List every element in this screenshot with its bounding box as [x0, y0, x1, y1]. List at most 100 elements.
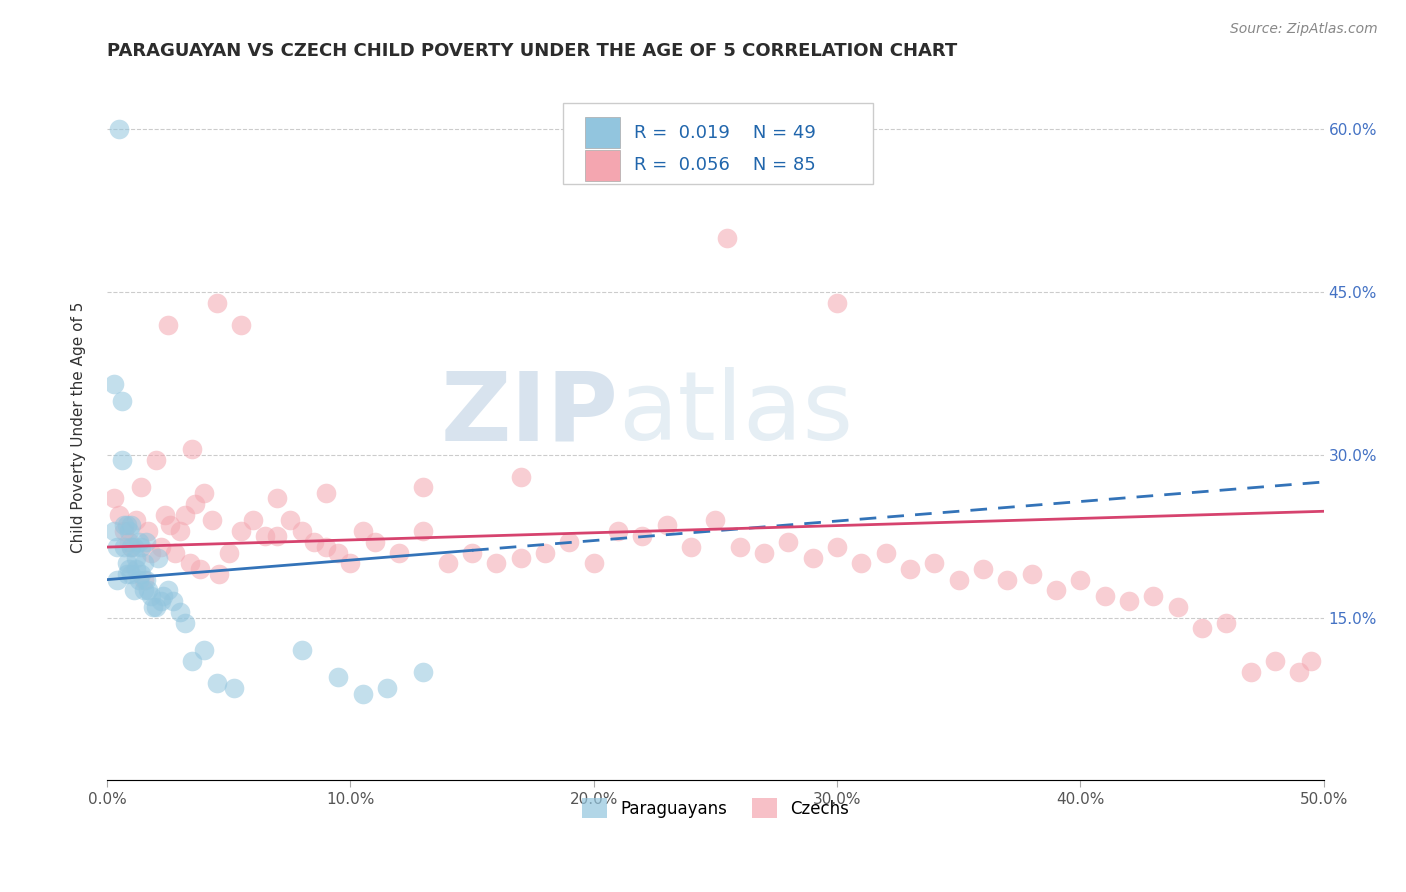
- Y-axis label: Child Poverty Under the Age of 5: Child Poverty Under the Age of 5: [72, 302, 86, 553]
- Text: R =  0.019    N = 49: R = 0.019 N = 49: [634, 124, 815, 142]
- Point: [1094, 589, 1116, 603]
- Point: [315, 486, 337, 500]
- Point: [155, 508, 177, 522]
- Point: [851, 557, 873, 571]
- Point: [162, 594, 184, 608]
- Point: [103, 491, 125, 506]
- Point: [125, 513, 148, 527]
- Text: R =  0.056    N = 85: R = 0.056 N = 85: [634, 156, 815, 175]
- Point: [752, 545, 775, 559]
- Point: [146, 550, 169, 565]
- Text: PARAGUAYAN VS CZECH CHILD POVERTY UNDER THE AGE OF 5 CORRELATION CHART: PARAGUAYAN VS CZECH CHILD POVERTY UNDER …: [107, 42, 957, 60]
- Point: [181, 654, 204, 668]
- Text: ZIP: ZIP: [440, 368, 619, 460]
- Point: [201, 513, 224, 527]
- Point: [229, 524, 252, 538]
- Point: [352, 686, 374, 700]
- Point: [716, 231, 738, 245]
- Point: [122, 583, 145, 598]
- Point: [135, 573, 157, 587]
- Point: [315, 540, 337, 554]
- Point: [1118, 594, 1140, 608]
- Point: [132, 573, 155, 587]
- Point: [375, 681, 398, 695]
- Point: [193, 643, 215, 657]
- Point: [352, 524, 374, 538]
- Point: [607, 524, 630, 538]
- Point: [948, 573, 970, 587]
- Point: [132, 583, 155, 598]
- Point: [1069, 573, 1091, 587]
- Point: [129, 567, 152, 582]
- Point: [169, 605, 191, 619]
- Point: [412, 480, 434, 494]
- FancyBboxPatch shape: [564, 103, 873, 185]
- Point: [205, 296, 228, 310]
- Point: [149, 540, 172, 554]
- Text: Source: ZipAtlas.com: Source: ZipAtlas.com: [1230, 22, 1378, 37]
- Legend: Paraguayans, Czechs: Paraguayans, Czechs: [575, 791, 856, 825]
- Point: [120, 540, 142, 554]
- Point: [218, 545, 240, 559]
- Point: [179, 557, 201, 571]
- Point: [139, 589, 162, 603]
- Point: [461, 545, 484, 559]
- Point: [558, 534, 581, 549]
- Point: [266, 491, 288, 506]
- Point: [728, 540, 751, 554]
- Point: [1021, 567, 1043, 582]
- Point: [132, 557, 155, 571]
- Point: [181, 442, 204, 457]
- Point: [1301, 654, 1323, 668]
- Point: [156, 583, 179, 598]
- Point: [103, 377, 125, 392]
- Point: [145, 599, 167, 614]
- Point: [509, 469, 531, 483]
- Point: [278, 513, 301, 527]
- Point: [291, 524, 314, 538]
- Point: [138, 524, 160, 538]
- Point: [825, 296, 848, 310]
- Point: [112, 540, 135, 554]
- Point: [972, 562, 994, 576]
- Point: [118, 534, 141, 549]
- Point: [205, 675, 228, 690]
- Point: [115, 557, 138, 571]
- Point: [328, 545, 350, 559]
- Point: [388, 545, 411, 559]
- Point: [174, 508, 197, 522]
- Point: [115, 518, 138, 533]
- Point: [139, 545, 162, 559]
- Point: [129, 540, 152, 554]
- Point: [120, 567, 142, 582]
- Point: [1167, 599, 1189, 614]
- Point: [105, 540, 128, 554]
- Point: [328, 670, 350, 684]
- Point: [128, 573, 150, 587]
- Point: [1288, 665, 1310, 679]
- Point: [125, 562, 148, 576]
- Point: [152, 589, 174, 603]
- Point: [534, 545, 557, 559]
- Point: [118, 524, 141, 538]
- Point: [193, 486, 215, 500]
- FancyBboxPatch shape: [585, 117, 620, 148]
- Point: [174, 615, 197, 630]
- Point: [149, 594, 172, 608]
- Point: [778, 534, 800, 549]
- Point: [875, 545, 897, 559]
- Point: [801, 550, 824, 565]
- Point: [1239, 665, 1261, 679]
- Point: [254, 529, 277, 543]
- Point: [1142, 589, 1164, 603]
- Point: [302, 534, 325, 549]
- Point: [485, 557, 508, 571]
- Point: [655, 518, 678, 533]
- Point: [1215, 615, 1237, 630]
- Point: [509, 550, 531, 565]
- Point: [108, 508, 131, 522]
- Point: [105, 573, 128, 587]
- Point: [159, 518, 181, 533]
- Point: [112, 518, 135, 533]
- Point: [120, 518, 142, 533]
